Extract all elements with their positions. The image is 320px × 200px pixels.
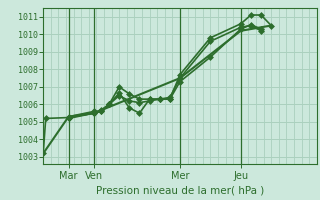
X-axis label: Pression niveau de la mer( hPa ): Pression niveau de la mer( hPa ) [96,185,264,195]
